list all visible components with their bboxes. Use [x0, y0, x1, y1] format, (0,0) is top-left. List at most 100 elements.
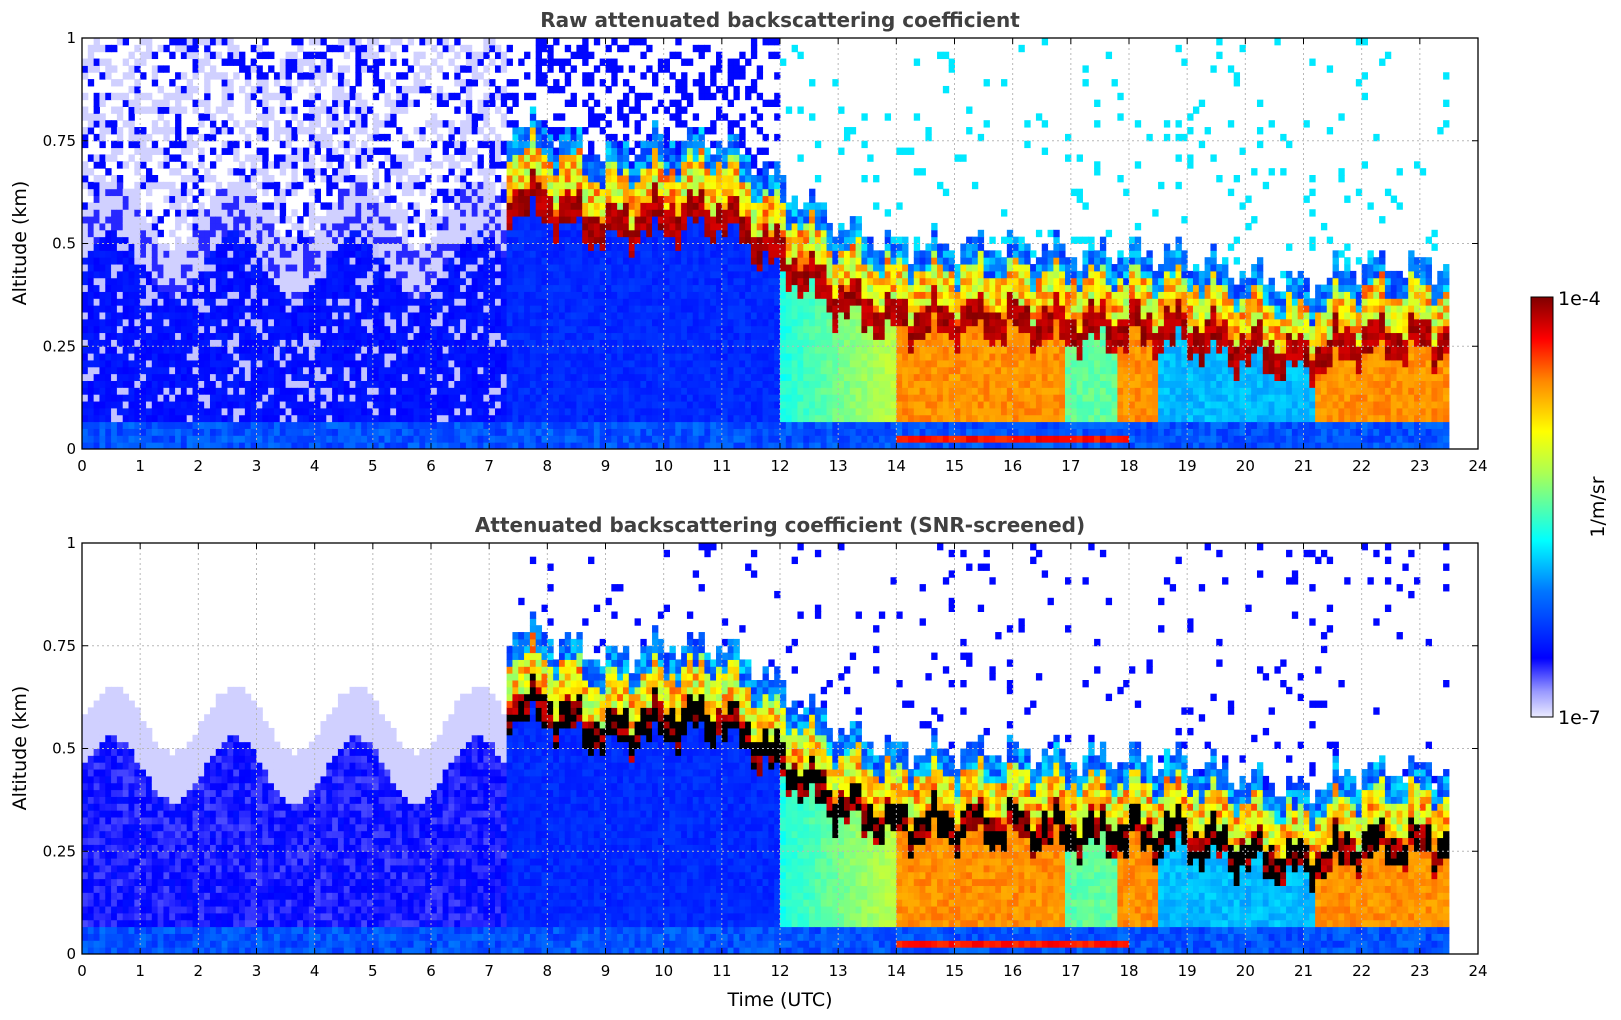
heatmap-cell [605, 353, 612, 361]
heatmap-cell [483, 181, 490, 190]
heatmap-cell [378, 264, 385, 272]
heatmap-cell [663, 140, 670, 149]
heatmap-cell [367, 65, 374, 73]
heatmap-cell [151, 359, 159, 368]
heatmap-cell [244, 305, 252, 313]
heatmap-cell [471, 380, 479, 388]
heatmap-cell [401, 154, 409, 162]
heatmap-cell [314, 120, 321, 128]
heatmap-cell [494, 229, 502, 238]
heatmap-cell [477, 387, 484, 395]
heatmap-cell [239, 58, 246, 66]
heatmap-cell [652, 270, 659, 279]
heatmap-cell [372, 51, 380, 60]
heatmap-cell [541, 243, 548, 251]
heatmap-cell [576, 305, 583, 313]
heatmap-cell [343, 291, 351, 299]
heatmap-cell [239, 127, 246, 135]
heatmap-cell [442, 277, 449, 286]
heatmap-cell [425, 216, 432, 224]
heatmap-cell [285, 380, 292, 388]
heatmap-cell [186, 222, 194, 231]
heatmap-cell [576, 168, 583, 176]
heatmap-cell [82, 325, 89, 334]
heatmap-cell [454, 325, 461, 334]
heatmap-cell [494, 407, 502, 416]
heatmap-cell [471, 250, 479, 258]
heatmap-cell [273, 373, 281, 381]
heatmap-cell [314, 312, 321, 320]
heatmap-cell [186, 44, 194, 53]
heatmap-cell [175, 291, 182, 299]
heatmap-cell [349, 209, 356, 217]
heatmap-cell [372, 298, 380, 306]
heatmap-cell [93, 257, 100, 265]
heatmap-cell [570, 339, 577, 347]
heatmap-cell [425, 264, 432, 272]
heatmap-cell [372, 421, 380, 429]
heatmap-cell [256, 442, 263, 449]
heatmap-cell [198, 216, 205, 224]
heatmap-cell [256, 85, 263, 94]
heatmap-cell [209, 229, 217, 238]
heatmap-cell [663, 394, 670, 402]
heatmap-cell [640, 222, 647, 231]
heatmap-cell [465, 202, 473, 210]
heatmap-cell [244, 270, 252, 279]
heatmap-cell [221, 140, 228, 149]
heatmap-cell [209, 202, 217, 210]
heatmap-cell [460, 298, 467, 306]
heatmap-cell [605, 401, 612, 409]
heatmap-cell [145, 332, 153, 340]
heatmap-cell [250, 394, 257, 402]
heatmap-cell [244, 325, 252, 334]
heatmap-cell [175, 236, 182, 244]
heatmap-cell [209, 113, 217, 121]
heatmap-cell [180, 161, 188, 169]
heatmap-cell [163, 106, 170, 114]
heatmap-cell [372, 222, 380, 231]
heatmap-cell [390, 421, 397, 429]
heatmap-cell [582, 168, 589, 176]
heatmap-cell [99, 222, 106, 231]
heatmap-cell [367, 318, 374, 327]
heatmap-cell [343, 168, 351, 176]
heatmap-cell [233, 373, 240, 381]
heatmap-cell [204, 270, 211, 279]
heatmap-cell [308, 79, 316, 87]
heatmap-cell [192, 195, 199, 203]
heatmap-cell [442, 325, 449, 334]
heatmap-cell [646, 380, 653, 388]
heatmap-cell [244, 346, 252, 354]
heatmap-cell [524, 359, 531, 368]
heatmap-cell [192, 387, 199, 395]
heatmap-cell [518, 359, 525, 368]
heatmap-cell [378, 428, 385, 436]
heatmap-cell [314, 442, 321, 449]
heatmap-cell [332, 106, 339, 114]
heatmap-cell [390, 407, 397, 416]
heatmap-cell [145, 394, 153, 402]
heatmap-cell [180, 44, 188, 53]
heatmap-cell [192, 366, 199, 375]
heatmap-cell [419, 380, 426, 388]
heatmap-cell [151, 250, 159, 258]
heatmap-cell [541, 298, 548, 306]
heatmap-cell [518, 373, 525, 381]
heatmap-cell [582, 127, 589, 135]
heatmap-cell [547, 442, 554, 449]
heatmap-cell [541, 270, 548, 279]
heatmap-cell [157, 407, 164, 416]
heatmap-cell [669, 202, 676, 210]
heatmap-cell [192, 373, 199, 381]
heatmap-cell [314, 243, 321, 251]
heatmap-cell [111, 277, 118, 286]
heatmap-cell [442, 236, 449, 244]
heatmap-cell [134, 387, 141, 395]
heatmap-cell [99, 277, 106, 286]
heatmap-cell [588, 195, 595, 203]
heatmap-cell [349, 264, 356, 272]
heatmap-cell [442, 147, 449, 155]
heatmap-cell [465, 442, 473, 449]
heatmap-cell [611, 250, 618, 258]
